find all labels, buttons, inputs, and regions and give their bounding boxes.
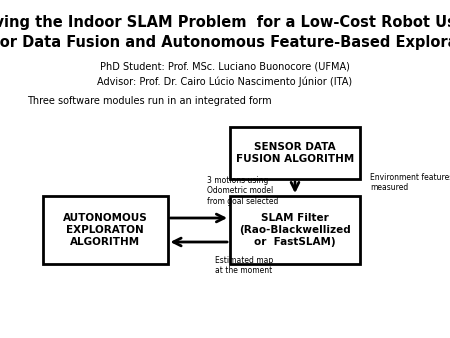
Text: PhD Student: Prof. MSc. Luciano Buonocore (UFMA): PhD Student: Prof. MSc. Luciano Buonocor… [100, 62, 350, 72]
Text: SENSOR DATA
FUSION ALGORITHM: SENSOR DATA FUSION ALGORITHM [236, 142, 354, 164]
FancyBboxPatch shape [230, 196, 360, 264]
Text: Sensor Data Fusion and Autonomous Feature-Based Exploration: Sensor Data Fusion and Autonomous Featur… [0, 35, 450, 50]
Text: SLAM Filter
(Rao-Blackwellized
or  FastSLAM): SLAM Filter (Rao-Blackwellized or FastSL… [239, 213, 351, 247]
Text: AUTONOMOUS
EXPLORATON
ALGORITHM: AUTONOMOUS EXPLORATON ALGORITHM [63, 213, 148, 247]
Text: Environment features
measured: Environment features measured [370, 173, 450, 192]
Text: Estimated map
at the moment: Estimated map at the moment [215, 256, 273, 275]
Text: Advisor: Prof. Dr. Cairo Lúcio Nascimento Júnior (ITA): Advisor: Prof. Dr. Cairo Lúcio Nasciment… [98, 76, 352, 87]
FancyBboxPatch shape [230, 127, 360, 179]
Text: 3 motions using
Odometric model
from goal selected: 3 motions using Odometric model from goa… [207, 176, 279, 206]
FancyBboxPatch shape [42, 196, 167, 264]
Text: Solving the Indoor SLAM Problem  for a Low-Cost Robot Using: Solving the Indoor SLAM Problem for a Lo… [0, 15, 450, 30]
Text: Three software modules run in an integrated form: Three software modules run in an integra… [27, 96, 272, 106]
